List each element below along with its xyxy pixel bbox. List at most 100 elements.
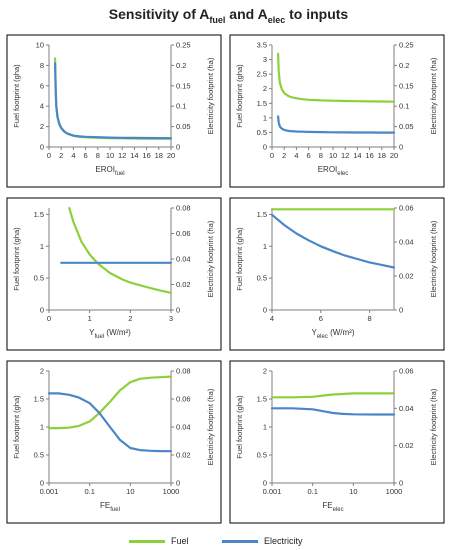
- y2-tick-label: 0.02: [399, 272, 414, 281]
- legend-swatch-electricity: [222, 540, 258, 543]
- x-axis-label: EROIelec: [318, 165, 349, 177]
- x-tick-label: 14: [130, 151, 138, 160]
- y-tick-label: 0: [40, 306, 44, 315]
- x-tick-label: 6: [307, 151, 311, 160]
- y-tick-label: 0: [40, 479, 44, 488]
- x-axis-label-sub: fuel: [115, 171, 125, 177]
- x-axis-label-main: Y: [311, 328, 317, 337]
- x-tick-label: 4: [294, 151, 298, 160]
- y-tick-label: 0.5: [34, 451, 44, 460]
- y2-tick-label: 0.04: [176, 255, 191, 264]
- y2-tick-label: 0.04: [399, 404, 414, 413]
- y-tick-label: 0.5: [257, 451, 267, 460]
- y-tick-label: 1.5: [34, 210, 44, 219]
- x-tick-label: 3: [169, 314, 173, 323]
- y2-tick-label: 0.25: [176, 41, 191, 50]
- y2-tick-label: 0.2: [176, 61, 186, 70]
- title-sub-fuel: fuel: [209, 14, 226, 25]
- y-tick-label: 2.5: [257, 70, 267, 79]
- y2-tick-label: 0.02: [176, 280, 191, 289]
- y2-axis-label: Electricity footprint (ha): [429, 57, 438, 134]
- y2-tick-label: 0: [176, 479, 180, 488]
- x-axis-label: Yelec (W/m²): [311, 328, 354, 340]
- x-tick-label: 0.001: [40, 487, 59, 496]
- y2-tick-label: 0: [176, 143, 180, 152]
- x-tick-label: 12: [118, 151, 126, 160]
- x-tick-label: 0: [47, 151, 51, 160]
- title-prefix: Sensitivity of A: [108, 6, 210, 22]
- y-tick-label: 1: [263, 113, 267, 122]
- x-tick-label: 16: [142, 151, 150, 160]
- series-line-electricity: [53, 62, 173, 140]
- x-tick-label: 6: [319, 314, 323, 323]
- y2-tick-label: 0: [399, 479, 403, 488]
- x-tick-label: 10: [126, 487, 134, 496]
- title-suffix: to inputs: [285, 6, 349, 22]
- y-tick-label: 1.5: [257, 210, 267, 219]
- y-tick-label: 3: [263, 55, 267, 64]
- y2-tick-label: 0.2: [399, 61, 409, 70]
- x-axis-label-suffix: (W/m²): [104, 328, 131, 337]
- y-tick-label: 1: [263, 242, 267, 251]
- y-tick-label: 2: [263, 367, 267, 376]
- y-tick-label: 0.5: [34, 274, 44, 283]
- panel-border: [229, 197, 445, 351]
- x-tick-label: 4: [71, 151, 75, 160]
- x-axis-label-main: EROI: [318, 165, 338, 174]
- y-tick-label: 2: [40, 367, 44, 376]
- y-tick-label: 8: [40, 61, 44, 70]
- panel-border: [229, 34, 445, 188]
- y-axis-label: Fuel footprint (gha): [12, 227, 21, 291]
- series-line-fuel: [270, 392, 396, 399]
- panel-1: 0 2 4 6 8 10 12 14 16 18 20024681000.050.10.150.20…: [6, 34, 222, 188]
- y2-axis-label: Electricity footprint (ha): [206, 220, 215, 297]
- y2-axis-label: Electricity footprint (ha): [206, 57, 215, 134]
- x-axis-label-sub: elec: [337, 171, 348, 177]
- x-axis-label: EROIfuel: [95, 165, 124, 177]
- y-tick-label: 0: [263, 143, 267, 152]
- y2-axis-label: Electricity footprint (ha): [429, 220, 438, 297]
- y-tick-label: 2: [263, 84, 267, 93]
- legend: Fuel Electricity: [0, 534, 457, 548]
- y-tick-label: 0.5: [257, 128, 267, 137]
- x-tick-label: 1000: [386, 487, 403, 496]
- y-tick-label: 3.5: [257, 41, 267, 50]
- y2-tick-label: 0.05: [176, 122, 191, 131]
- y2-tick-label: 0: [399, 143, 403, 152]
- x-tick-label: 4: [270, 314, 274, 323]
- y-tick-label: 1.5: [34, 395, 44, 404]
- series-line-electricity: [277, 115, 396, 134]
- y-tick-label: 0: [40, 143, 44, 152]
- series-line-electricity: [47, 392, 173, 453]
- series-line-fuel: [68, 206, 173, 294]
- y2-tick-label: 0.1: [176, 102, 186, 111]
- x-tick-label: 18: [155, 151, 163, 160]
- x-tick-label: 0.1: [307, 487, 317, 496]
- panel-6: 0.001 0.1 10 100000.511.5200.020.040.06FEel…: [229, 360, 445, 524]
- x-axis-label-main: FE: [100, 501, 110, 510]
- y-tick-label: 2: [40, 122, 44, 131]
- y2-axis-label: Electricity footprint (ha): [429, 388, 438, 465]
- series-line-fuel: [47, 375, 173, 430]
- y2-tick-label: 0.06: [399, 204, 414, 213]
- x-tick-label: 10: [106, 151, 114, 160]
- x-axis-label-main: FE: [322, 501, 332, 510]
- x-axis-label: FEfuel: [100, 501, 120, 513]
- panel-4: 4 6 8 0 0.5 1 1.5 0 0.02 0.04 0.06 Yelec (W/m²) Fuel…: [229, 197, 445, 351]
- x-axis-label-sub: elec: [333, 507, 344, 513]
- x-tick-label: 10: [349, 487, 357, 496]
- x-axis-label-main: EROI: [95, 165, 115, 174]
- y2-tick-label: 0.05: [399, 122, 414, 131]
- title-mid: and A: [225, 6, 268, 22]
- panel-border: [6, 34, 222, 188]
- panel-2: 0 2 4 6 8 10 12 14 16 18 2000.511.522.533.500.050.…: [229, 34, 445, 188]
- y2-tick-label: 0.02: [399, 441, 414, 450]
- y-tick-label: 1.5: [257, 99, 267, 108]
- x-axis-label-suffix: (W/m²): [328, 328, 355, 337]
- y2-tick-label: 0.08: [176, 367, 191, 376]
- y2-tick-label: 0.02: [176, 451, 191, 460]
- x-axis-label: Yfuel (W/m²): [89, 328, 131, 340]
- y-axis-label: Fuel footprint (gha): [235, 395, 244, 459]
- x-axis-label: FEelec: [322, 501, 343, 513]
- y2-tick-label: 0.06: [176, 395, 191, 404]
